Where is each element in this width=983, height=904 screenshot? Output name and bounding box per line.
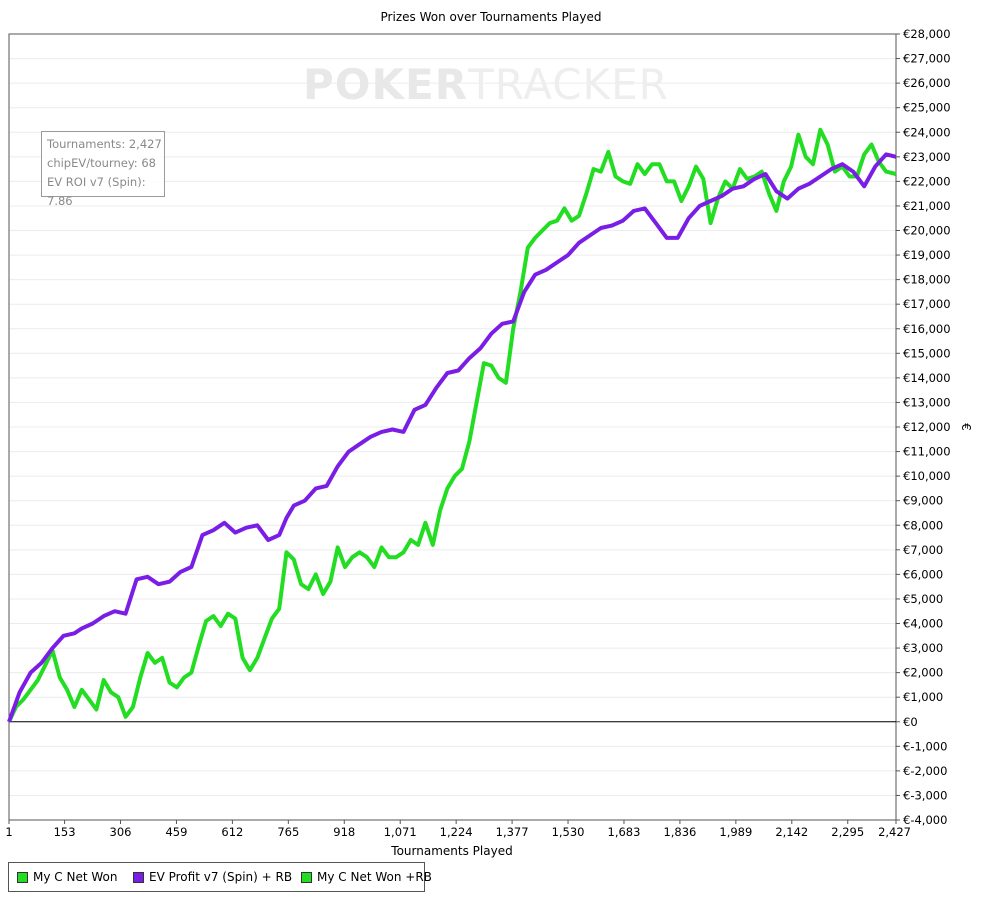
y-tick-label: €21,000 [903,199,951,213]
stat-tournaments: Tournaments: 2,427 [47,137,162,151]
legend-item-my-c-net-won[interactable]: My C Net Won [17,870,117,884]
x-tick-label: 765 [277,825,299,839]
x-tick-label: 2,427 [878,825,911,839]
x-tick-label: 2,142 [775,825,808,839]
y-tick-label: €10,000 [903,469,951,483]
y-tick-label: €7,000 [903,543,943,557]
x-tick-label: 1 [5,825,12,839]
y-tick-label: €0 [903,715,918,729]
y-tick-label: €25,000 [903,101,951,115]
y-tick-label: €28,000 [903,27,951,41]
x-tick-label: 1,683 [608,825,641,839]
y-tick-label: €-3,000 [903,788,947,802]
legend-label: EV Profit v7 (Spin) + RB [149,870,293,884]
x-tick-label: 459 [165,825,187,839]
x-tick-label: 1,989 [719,825,752,839]
y-tick-label: €24,000 [903,125,951,139]
y-tick-label: €3,000 [903,641,943,655]
y-tick-label: €2,000 [903,666,943,680]
y-tick-label: €5,000 [903,592,943,606]
x-tick-label: 1,530 [552,825,585,839]
y-tick-label: €8,000 [903,518,943,532]
y-tick-label: €9,000 [903,494,943,508]
stat-ev-roi: EV ROI v7 (Spin): 7.86 [47,175,146,208]
stat-chipev: chipEV/tourney: 68 [47,156,156,170]
y-tick-label: €-2,000 [903,764,947,778]
y-tick-label: €20,000 [903,224,951,238]
x-tick-label: 1,224 [440,825,473,839]
legend-label: My C Net Won +RB [317,870,432,884]
x-axis-title: Tournaments Played [390,844,512,858]
y-tick-label: €27,000 [903,52,951,66]
y-tick-label: €18,000 [903,273,951,287]
y-tick-label: €1,000 [903,690,943,704]
y-tick-label: €-1,000 [903,739,947,753]
x-tick-label: 2,295 [831,825,864,839]
y-tick-label: €15,000 [903,346,951,360]
x-tick-label: 918 [333,825,355,839]
x-axis-ticks: 1 153 306 459 612 765 918 1,071 1,224 1,377 1,530 1… [5,820,911,839]
y-axis-title: € [959,423,973,431]
y-tick-label: €19,000 [903,248,951,262]
x-tick-label: 612 [221,825,243,839]
series-line-1 [7,152,897,723]
y-tick-label: €16,000 [903,322,951,336]
y-tick-label: €-4,000 [903,813,947,827]
y-tick-label: €12,000 [903,420,951,434]
legend-item-my-c-net-won-rb[interactable]: My C Net Won +RB [301,870,432,884]
legend-swatch [17,871,28,883]
x-tick-label: 153 [54,825,76,839]
y-tick-label: €17,000 [903,297,951,311]
legend-label: My C Net Won [33,870,118,884]
legend: My C Net Won EV Profit v7 (Spin) + RB My… [8,862,432,892]
x-tick-label: 1,377 [496,825,529,839]
legend-swatch [301,871,312,883]
legend-swatch [133,871,144,883]
y-tick-label: €26,000 [903,76,951,90]
y-tick-label: €23,000 [903,150,951,164]
y-tick-label: €11,000 [903,445,951,459]
y-tick-label: €4,000 [903,617,943,631]
stats-box: Tournaments: 2,427 chipEV/tourney: 68 EV… [41,131,165,208]
x-tick-label: 306 [110,825,132,839]
watermark-part2: TRACKER [468,60,669,109]
legend-item-ev-profit[interactable]: EV Profit v7 (Spin) + RB [133,870,292,884]
pokertracker-watermark: POKERTRACKER [303,60,669,109]
watermark-part1: POKER [303,60,469,109]
y-tick-label: €22,000 [903,174,951,188]
x-tick-label: 1,071 [384,825,417,839]
y-axis-ticks: €-4,000 €-3,000 €-2,000 €-1,000 €0 €1,000 €2,0… [896,27,951,827]
series-line-2 [7,127,897,723]
series-layer [7,127,897,723]
y-tick-label: €6,000 [903,567,943,581]
y-tick-label: €14,000 [903,371,951,385]
y-tick-label: €13,000 [903,395,951,409]
x-tick-label: 1,836 [663,825,696,839]
chart-title: Prizes Won over Tournaments Played [381,10,602,24]
